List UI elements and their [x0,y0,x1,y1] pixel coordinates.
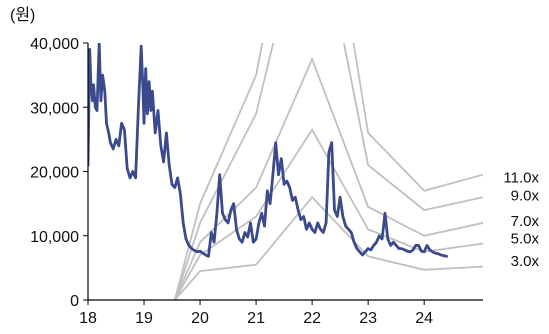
price-series [88,43,449,258]
band-label: 5.0x [511,230,540,247]
band-line-9-0x [173,43,483,300]
band-label: 7.0x [511,213,540,230]
y-tick-label: 30,000 [30,100,79,117]
band-line-3-0x [174,195,483,300]
band-label: 9.0x [511,187,540,204]
x-tick-label: 24 [415,310,433,327]
y-tick-label: 10,000 [30,229,79,246]
x-tick-label: 19 [135,310,153,327]
y-tick-label: 40,000 [30,36,79,53]
band-label: 3.0x [511,253,540,270]
band-label: 11.0x [503,169,539,186]
y-tick-label: 20,000 [30,165,79,182]
band-line-7-0x [173,56,483,300]
x-tick-label: 22 [303,310,321,327]
price-line [88,43,449,258]
axes: 0 10,000 20,000 30,000 40,000 18 19 20 21 22 23 24 [30,36,483,327]
band-line-11-0x [173,43,483,300]
x-tick-label: 20 [191,310,209,327]
y-tick-label: 0 [70,293,79,310]
band-labels: 11.0x9.0x 7.0x5.0x 3.0x [503,169,539,270]
x-tick-label: 23 [359,310,377,327]
x-tick-label: 18 [79,310,97,327]
x-tick-label: 21 [247,310,265,327]
y-axis-unit-label: (원) [10,6,35,24]
